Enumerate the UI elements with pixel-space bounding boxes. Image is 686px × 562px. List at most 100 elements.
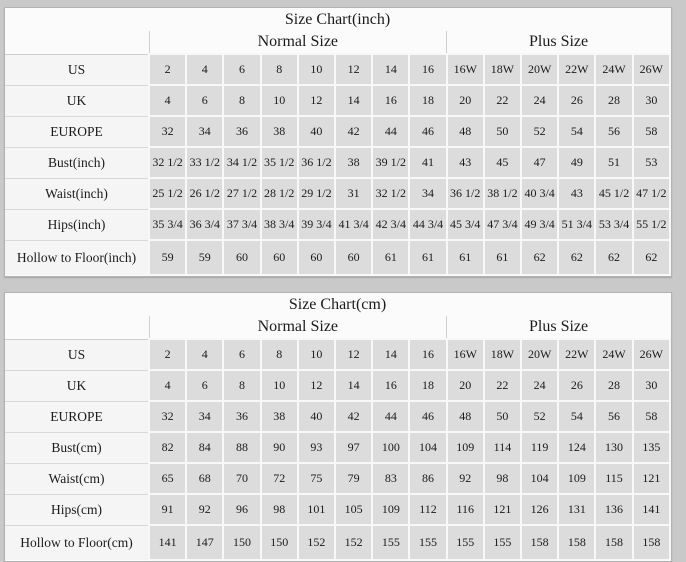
size-cell: 60 [296,239,337,276]
size-cell: 83 [371,462,411,495]
size-cell: 54 [557,115,597,148]
size-cell: 121 [482,493,523,526]
size-cell: 24W [594,53,634,86]
size-cell: 26 [557,369,597,402]
size-cell: 44 [371,115,411,148]
size-cell: 35 3/4 [147,208,188,241]
size-cell: 42 [334,400,374,433]
size-chart-table: Size Chart(inch) Normal Size Plus Size US 2 4… [5,8,672,276]
corner-cell [5,316,149,340]
size-cell: 16 [408,53,448,86]
size-cell: 16 [371,84,411,117]
size-cell: 62 [631,239,672,276]
size-cell: 16 [408,338,448,371]
size-chart-card: Size Chart(cm) Normal Size Plus Size US 2 4 6 8… [4,292,672,562]
size-cell: 34 [408,177,448,210]
size-cell: 98 [482,462,523,495]
size-cell: 62 [594,239,634,276]
size-cell: 34 [185,400,225,433]
size-cell: 158 [557,524,597,561]
size-cell: 8 [259,53,299,86]
group-header-plus-size: Plus Size [446,316,670,340]
size-cell: 104 [520,462,560,495]
title-row: Size Chart(inch) [5,8,670,31]
size-cell: 84 [185,431,225,464]
size-cell: 35 1/2 [259,146,299,179]
size-cell: 6 [185,369,225,402]
corner-cell [5,31,149,55]
size-cell: 158 [631,524,672,561]
size-cell: 116 [445,493,485,526]
size-cell: 105 [334,493,374,526]
row-label: Bust(inch) [5,146,149,178]
size-cell: 82 [147,431,188,464]
table-row: US 2 4 6 8 10 12 14 16 16W 18W 20W 22W 24W 26W [5,338,672,371]
table-row: US 2 4 6 8 10 12 14 16 16W 18W 20W 22W 24W 26W [5,53,672,86]
size-chart-card: Size Chart(inch) Normal Size Plus Size US 2 4… [4,7,672,277]
size-cell: 30 [631,84,672,117]
size-cell: 130 [594,431,634,464]
size-cell: 51 3/4 [557,208,597,241]
size-cell: 48 [445,400,485,433]
size-cell: 56 [594,400,634,433]
row-label: US [5,338,149,370]
size-cell: 152 [296,524,337,561]
size-cell: 119 [520,431,560,464]
title-row: Size Chart(cm) [5,293,670,316]
size-cell: 46 [408,115,448,148]
size-cell: 22W [557,53,597,86]
row-label: Waist(inch) [5,177,149,209]
table-row: EUROPE 32 34 36 38 40 42 44 46 48 50 52 54 56 58 [5,115,672,148]
size-cell: 36 1/2 [296,146,337,179]
size-cell: 158 [594,524,634,561]
size-cell: 6 [185,84,225,117]
size-cell: 155 [482,524,523,561]
size-cell: 109 [445,431,485,464]
size-cell: 39 3/4 [296,208,337,241]
size-cell: 37 3/4 [222,208,262,241]
size-cell: 155 [371,524,411,561]
size-cell: 46 [408,400,448,433]
table-row: Hollow to Floor(inch) 59 59 60 60 60 60 61 61 61 6… [5,239,672,276]
size-cell: 6 [222,53,262,86]
size-cell: 42 3/4 [371,208,411,241]
size-cell: 47 3/4 [482,208,523,241]
size-cell: 32 1/2 [147,146,188,179]
size-cell: 12 [296,84,337,117]
size-cell: 147 [185,524,225,561]
row-label: Hips(cm) [5,493,149,525]
size-cell: 34 [185,115,225,148]
size-cell: 28 [594,369,634,402]
size-cell: 59 [185,239,225,276]
size-cell: 25 1/2 [147,177,188,210]
size-cell: 4 [185,338,225,371]
group-header-row: Normal Size Plus Size [5,316,670,340]
size-cell: 79 [334,462,374,495]
size-cell: 38 [334,146,374,179]
size-cell: 58 [631,400,672,433]
size-cell: 48 [445,115,485,148]
size-cell: 10 [296,338,337,371]
size-cell: 26 1/2 [185,177,225,210]
size-cell: 141 [147,524,188,561]
row-label: UK [5,84,149,116]
size-cell: 92 [445,462,485,495]
row-label: EUROPE [5,400,149,432]
size-cell: 8 [259,338,299,371]
size-cell: 91 [147,493,188,526]
size-cell: 6 [222,338,262,371]
size-cell: 75 [296,462,337,495]
size-cell: 96 [222,493,262,526]
size-cell: 12 [296,369,337,402]
size-cell: 22W [557,338,597,371]
row-label: EUROPE [5,115,149,147]
size-cell: 10 [259,84,299,117]
table-title: Size Chart(inch) [5,8,670,31]
size-cell: 90 [259,431,299,464]
size-cell: 131 [557,493,597,526]
table-row: Bust(inch) 32 1/2 33 1/2 34 1/2 35 1/2 36 1/2… [5,146,672,179]
size-cell: 27 1/2 [222,177,262,210]
table-title: Size Chart(cm) [5,293,670,316]
size-cell: 53 3/4 [594,208,634,241]
